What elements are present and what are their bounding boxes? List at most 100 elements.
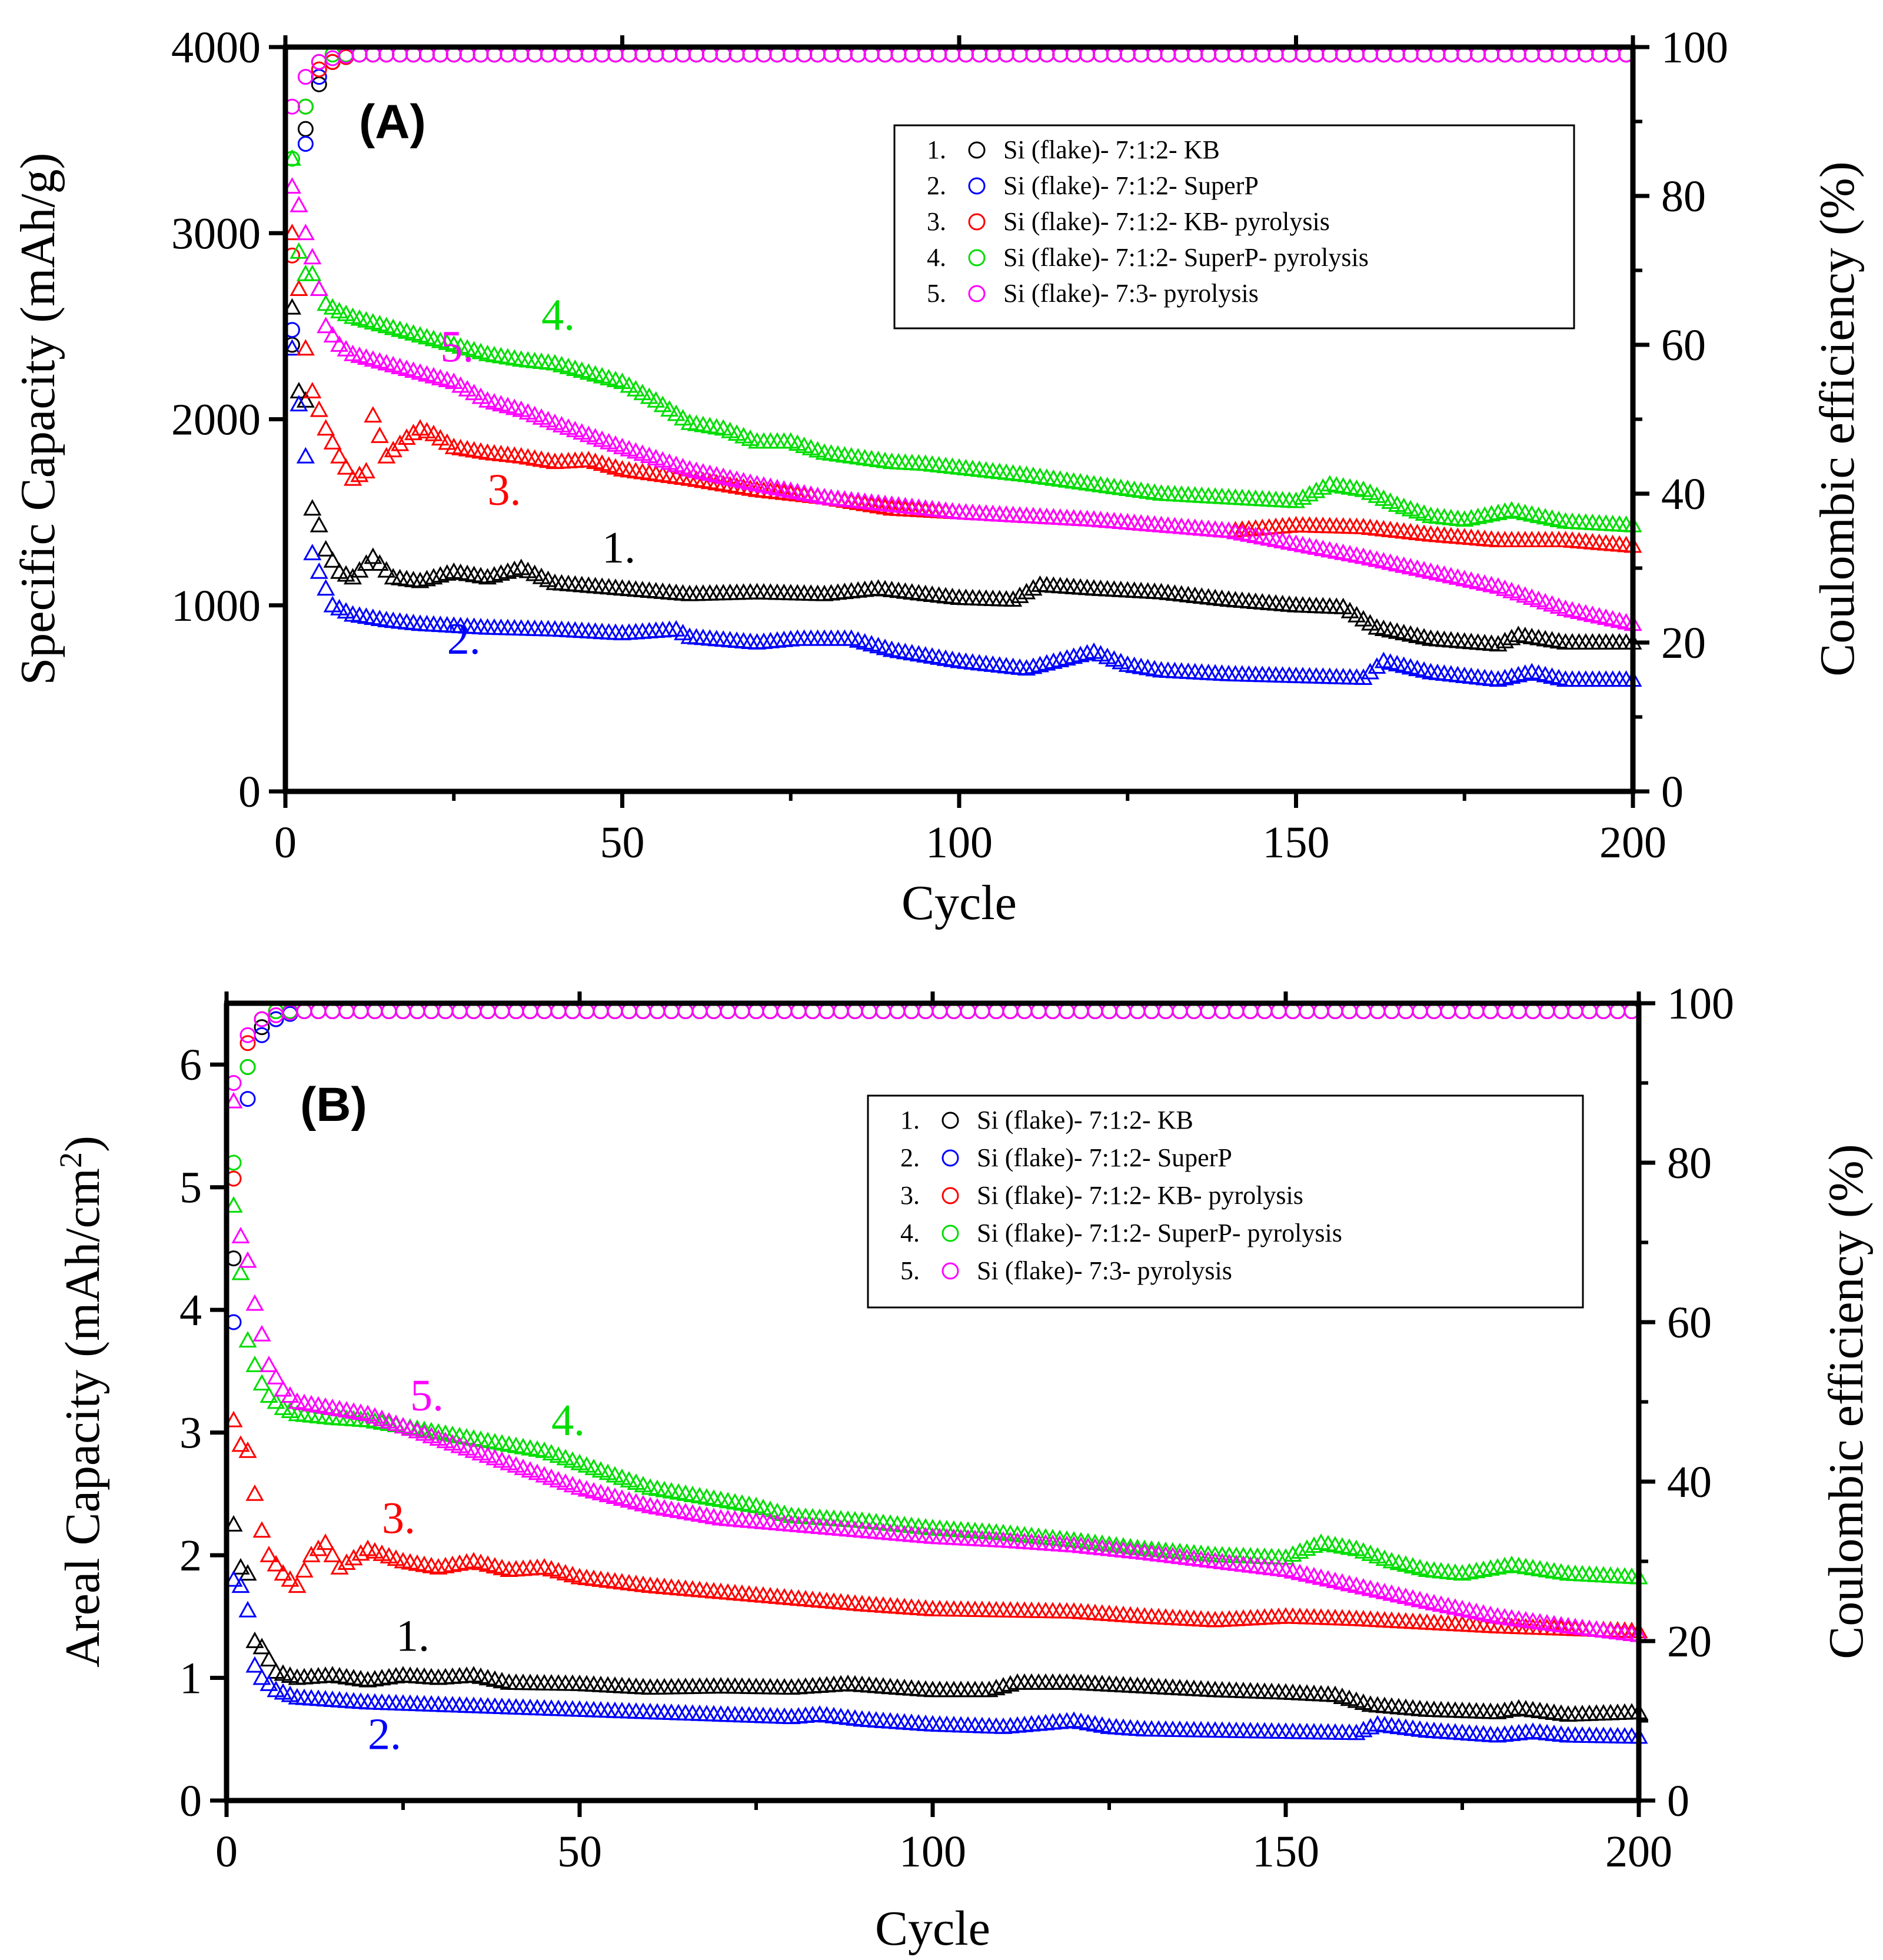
ce-marker <box>960 1003 976 1020</box>
ce-marker <box>536 1003 553 1020</box>
ce-marker <box>635 1003 651 1020</box>
ce-marker <box>550 1003 567 1020</box>
ce-marker <box>1214 1003 1230 1020</box>
capacity-marker <box>296 339 315 356</box>
capacity-marker <box>317 317 335 334</box>
ce-marker <box>367 1003 383 1020</box>
capacity-marker <box>431 429 450 446</box>
legend-item-label: Si (flake)- 7:1:2- KB- pyrolysis <box>977 1181 1303 1210</box>
ce-marker <box>1044 1003 1061 1020</box>
ce-marker <box>409 1003 425 1020</box>
capacity-marker <box>987 1679 1006 1696</box>
ce-marker <box>480 1003 496 1020</box>
capacity-marker <box>1010 586 1029 603</box>
y-tick-label: 4 <box>179 1286 202 1335</box>
capacity-marker <box>443 1555 462 1572</box>
capacity-marker <box>295 1561 314 1578</box>
series-annotation-5: 5. <box>440 322 474 371</box>
y-tick-label: 0 <box>238 767 261 817</box>
capacity-marker <box>310 562 328 579</box>
legend-item: 5. Si (flake)- 7:3- pyrolysis <box>927 279 1259 308</box>
capacity-marker <box>1017 659 1036 676</box>
ce-marker <box>1157 1003 1174 1020</box>
capacity-marker <box>310 515 328 533</box>
capacity-marker <box>380 1668 398 1685</box>
y2-tick-label: 0 <box>1667 1776 1689 1826</box>
capacity-marker <box>303 544 322 561</box>
capacity-marker <box>317 294 335 311</box>
legend-item: 4. Si (flake)- 7:1:2- SuperP- pyrolysis <box>900 1219 1342 1247</box>
capacity-marker <box>310 279 328 297</box>
ce-marker <box>297 121 314 137</box>
capacity-marker <box>303 264 322 281</box>
capacity-marker <box>653 395 672 412</box>
y-tick-label: 4000 <box>171 23 261 72</box>
legend-item: 1. Si (flake)- 7:1:2- KB <box>900 1106 1193 1134</box>
capacity-marker <box>436 1556 455 1573</box>
ce-marker <box>1567 1003 1583 1020</box>
ce-marker <box>691 1003 708 1020</box>
capacity-marker <box>267 1367 285 1385</box>
capacity-marker <box>674 409 693 426</box>
ce-marker <box>1369 1003 1386 1020</box>
legend-marker <box>941 1149 959 1167</box>
ce-marker <box>1355 1003 1372 1020</box>
capacity-marker <box>1307 481 1326 498</box>
capacity-marker <box>478 568 497 585</box>
series-annotation-2: 2. <box>368 1709 401 1759</box>
capacity-marker <box>224 1570 243 1587</box>
capacity-marker <box>252 1325 271 1342</box>
ce-marker <box>833 1003 849 1020</box>
capacity-marker <box>491 564 510 581</box>
ce-marker <box>1242 1003 1259 1020</box>
capacity-marker <box>252 1668 271 1685</box>
ce-marker <box>1511 1003 1527 1020</box>
capacity-marker <box>1290 1542 1309 1559</box>
ce-marker <box>1129 1003 1146 1020</box>
capacity-marker <box>1024 657 1043 674</box>
capacity-marker <box>1455 510 1474 527</box>
capacity-marker <box>667 404 686 421</box>
ce-marker <box>395 1003 411 1020</box>
capacity-marker <box>323 326 342 343</box>
ce-marker <box>748 1003 764 1020</box>
capacity-marker <box>231 1558 250 1575</box>
capacity-marker <box>626 380 645 397</box>
capacity-marker <box>377 561 396 578</box>
ce-marker <box>621 1003 637 1020</box>
ce-marker <box>847 1003 863 1020</box>
ce-marker <box>578 1003 595 1020</box>
capacity-marker <box>296 447 315 464</box>
ce-marker <box>790 1003 807 1020</box>
x-tick-label: 150 <box>1263 818 1330 867</box>
capacity-marker <box>252 1521 271 1538</box>
capacity-marker <box>1030 655 1049 673</box>
legend-marker <box>941 1262 959 1280</box>
y2-tick-label: 40 <box>1667 1457 1712 1507</box>
capacity-marker <box>404 424 423 441</box>
capacity-marker <box>1467 1562 1486 1579</box>
ce-marker <box>974 1003 990 1020</box>
capacity-marker <box>337 458 355 475</box>
capacity-marker <box>1360 614 1379 631</box>
y2-axis-title: Coulombic efficiency (%) <box>1810 161 1865 676</box>
ce-marker <box>465 1003 482 1020</box>
ce-marker <box>1581 1003 1598 1020</box>
legend-marker <box>968 177 986 195</box>
ce-marker <box>1595 1003 1612 1020</box>
ce-marker <box>804 1003 821 1020</box>
axes: 0 50 100 150 2000100020003000400002040608010… <box>11 23 1865 930</box>
legend-item-label: Si (flake)- 7:3- pyrolysis <box>1003 279 1259 308</box>
ce-marker <box>1087 1003 1103 1020</box>
capacity-marker <box>317 579 335 596</box>
legend-box <box>893 124 1575 330</box>
capacity-marker <box>980 1681 999 1698</box>
capacity-marker <box>1453 1564 1472 1581</box>
capacity-marker <box>1283 1545 1302 1562</box>
ce-marker <box>917 1003 934 1020</box>
capacity-marker <box>238 1600 257 1618</box>
legend-item-label: Si (flake)- 7:1:2- KB- pyrolysis <box>1003 207 1330 236</box>
series-5 <box>224 1003 1648 1642</box>
x-tick-label: 100 <box>926 818 993 867</box>
ce-marker <box>296 1003 312 1020</box>
